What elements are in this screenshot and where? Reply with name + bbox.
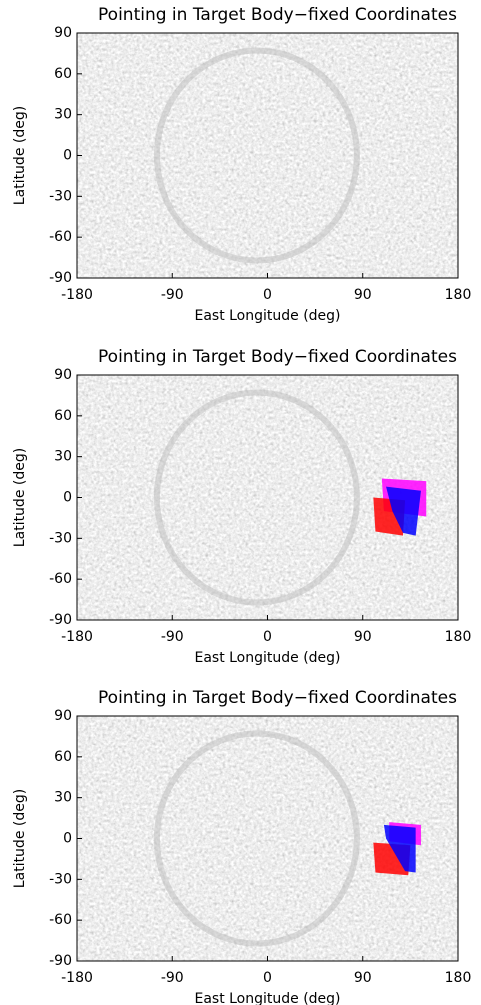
x-tick-label: 180 — [445, 629, 472, 645]
y-tick-label: 60 — [54, 66, 72, 82]
footprint — [386, 486, 421, 536]
chart-title: Pointing in Target Body−fixed Coordinate… — [98, 688, 457, 708]
y-tick-label: -30 — [49, 530, 72, 546]
y-tick-label: -60 — [49, 571, 72, 587]
y-axis-label: Latitude (deg) — [12, 789, 28, 888]
y-tick-label: 30 — [54, 790, 72, 806]
y-tick-label: 90 — [54, 708, 72, 724]
x-tick-label: 180 — [445, 287, 472, 303]
x-axis-label: East Longitude (deg) — [194, 650, 340, 666]
x-tick-label: -90 — [161, 287, 184, 303]
x-tick-label: 0 — [263, 970, 272, 986]
y-axis-label: Latitude (deg) — [12, 448, 28, 547]
x-tick-label: -180 — [61, 629, 93, 645]
y-tick-label: 90 — [54, 25, 72, 41]
y-tick-label: 0 — [63, 831, 72, 847]
y-tick-label: 30 — [54, 107, 72, 123]
map-feature — [153, 730, 360, 947]
x-tick-label: 90 — [354, 629, 372, 645]
x-tick-label: -180 — [61, 287, 93, 303]
x-tick-label: 0 — [263, 287, 272, 303]
x-tick-label: 90 — [354, 970, 372, 986]
y-tick-label: -90 — [49, 612, 72, 628]
chart-title: Pointing in Target Body−fixed Coordinate… — [98, 347, 457, 367]
y-tick-label: -60 — [49, 912, 72, 928]
x-tick-label: 0 — [263, 629, 272, 645]
x-tick-label: -90 — [161, 970, 184, 986]
x-tick-label: 90 — [354, 287, 372, 303]
y-axis-label: Latitude (deg) — [12, 106, 28, 205]
x-axis-label: East Longitude (deg) — [194, 308, 340, 324]
y-tick-label: 0 — [63, 490, 72, 506]
x-tick-label: -180 — [61, 970, 93, 986]
x-tick-label: 180 — [445, 970, 472, 986]
x-tick-label: -90 — [161, 629, 184, 645]
y-tick-label: -90 — [49, 953, 72, 969]
y-tick-label: -60 — [49, 229, 72, 245]
y-tick-label: -90 — [49, 270, 72, 286]
map-feature — [153, 389, 360, 606]
map-feature — [153, 47, 360, 264]
footprint — [383, 824, 416, 873]
map-background — [77, 33, 458, 278]
y-tick-label: 60 — [54, 408, 72, 424]
y-tick-label: -30 — [49, 871, 72, 887]
y-tick-label: 90 — [54, 367, 72, 383]
y-tick-label: 30 — [54, 449, 72, 465]
y-tick-label: 0 — [63, 148, 72, 164]
y-tick-label: -30 — [49, 188, 72, 204]
x-axis-label: East Longitude (deg) — [194, 991, 340, 1005]
y-tick-label: 60 — [54, 749, 72, 765]
chart-title: Pointing in Target Body−fixed Coordinate… — [98, 5, 457, 25]
